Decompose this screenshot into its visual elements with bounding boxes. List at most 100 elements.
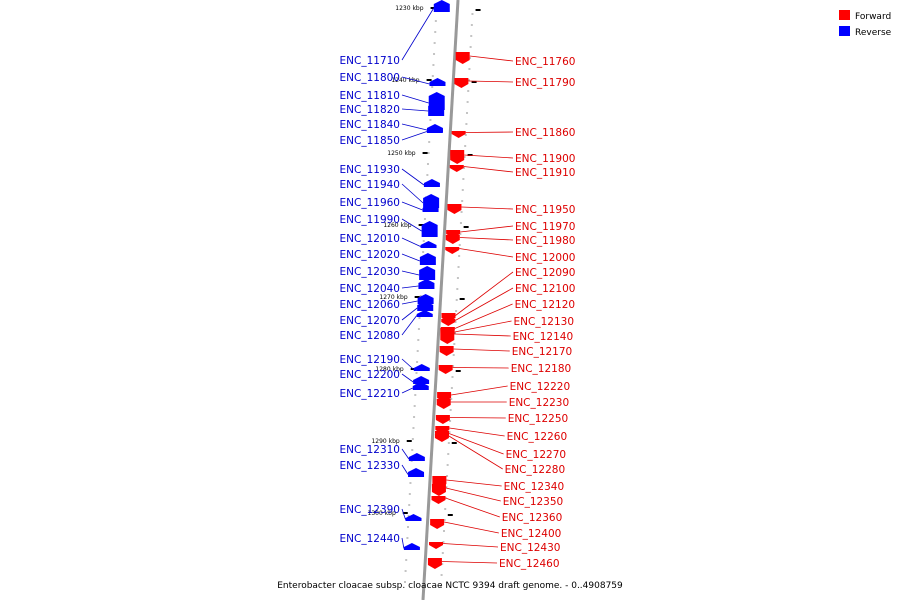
forward-gene-arrow[interactable]	[454, 78, 469, 88]
forward-gene-arrow[interactable]	[449, 165, 464, 172]
reverse-gene-arrow[interactable]	[418, 279, 435, 289]
reverse-gene-leader-line	[401, 307, 418, 321]
reverse-gene-arrow[interactable]	[429, 78, 446, 86]
forward-gene-label[interactable]: ENC_11900	[515, 153, 575, 165]
forward-gene-arrow[interactable]	[451, 131, 466, 138]
reverse-gene-leader-line	[401, 387, 413, 394]
forward-gene-arrow[interactable]	[440, 328, 455, 344]
reverse-gene-leader-line	[401, 358, 415, 370]
reverse-gene-arrow[interactable]	[426, 126, 443, 133]
forward-gene-arrow[interactable]	[441, 319, 456, 326]
forward-gene-label[interactable]: ENC_12270	[506, 449, 566, 461]
reverse-gene-label[interactable]: ENC_12080	[340, 330, 400, 342]
reverse-gene-arrow[interactable]	[417, 301, 434, 311]
forward-gene-label[interactable]: ENC_12400	[501, 528, 561, 540]
reverse-gene-label[interactable]: ENC_11850	[340, 135, 400, 147]
reverse-gene-label[interactable]: ENC_11840	[340, 119, 400, 131]
forward-gene-arrow[interactable]	[445, 235, 460, 244]
forward-gene-label[interactable]: ENC_12130	[514, 316, 574, 328]
reverse-gene-arrow[interactable]	[428, 102, 445, 116]
reverse-gene-label[interactable]: ENC_12060	[340, 299, 400, 311]
forward-gene-label[interactable]: ENC_12230	[509, 397, 569, 409]
reverse-gene-label[interactable]: ENC_12390	[340, 504, 400, 516]
forward-gene-arrow[interactable]	[434, 434, 449, 442]
reverse-gene-label[interactable]: ENC_12330	[340, 460, 400, 472]
forward-gene-label[interactable]: ENC_12250	[508, 413, 568, 425]
forward-gene-label[interactable]: ENC_12350	[503, 496, 563, 508]
reverse-gene-label[interactable]: ENC_12310	[340, 444, 400, 456]
forward-gene-label[interactable]: ENC_11790	[515, 77, 575, 89]
kbp-tick-mark	[414, 296, 420, 298]
reverse-gene-arrow[interactable]	[416, 310, 433, 317]
reverse-gene-arrow[interactable]	[417, 294, 434, 304]
reverse-gene-arrow[interactable]	[405, 514, 422, 521]
forward-gene-label[interactable]: ENC_12340	[504, 481, 564, 493]
reverse-gene-arrow[interactable]	[408, 468, 425, 477]
reverse-gene-label[interactable]: ENC_11820	[340, 104, 400, 116]
reverse-gene-label[interactable]: ENC_12200	[340, 369, 400, 381]
reverse-gene-label[interactable]: ENC_12210	[340, 388, 400, 400]
reverse-gene-label[interactable]: ENC_12070	[340, 315, 400, 327]
forward-gene-label[interactable]: ENC_11980	[515, 235, 575, 247]
forward-gene-arrow[interactable]	[455, 52, 470, 64]
forward-gene-label[interactable]: ENC_12430	[500, 542, 560, 554]
forward-gene-label[interactable]: ENC_12140	[513, 331, 573, 343]
forward-gene-arrow[interactable]	[427, 558, 442, 569]
forward-gene-label[interactable]: ENC_12000	[515, 252, 575, 264]
reverse-gene-arrow[interactable]	[412, 382, 429, 390]
forward-gene-arrow[interactable]	[431, 484, 446, 496]
forward-gene-label[interactable]: ENC_11910	[515, 167, 575, 179]
reverse-gene-label[interactable]: ENC_11800	[340, 72, 400, 84]
forward-gene-arrow[interactable]	[439, 346, 454, 356]
reverse-gene-arrow[interactable]	[403, 543, 420, 550]
reverse-gene-label[interactable]: ENC_12020	[340, 249, 400, 261]
forward-gene-label[interactable]: ENC_12170	[512, 346, 572, 358]
forward-gene-arrow[interactable]	[429, 542, 444, 549]
forward-gene-arrow[interactable]	[430, 519, 445, 529]
scaffold-layer: 1230 kbp 1240 kbp 1250 kbp 1260 kbp 1270 kbp…	[368, 0, 481, 600]
reverse-gene-label[interactable]: ENC_12190	[340, 354, 400, 366]
forward-gene-label[interactable]: ENC_11950	[515, 204, 575, 216]
reverse-gene-arrow[interactable]	[419, 266, 436, 280]
forward-gene-arrow[interactable]	[436, 399, 451, 409]
reverse-gene-arrow[interactable]	[413, 364, 430, 371]
reverse-gene-arrow[interactable]	[421, 221, 438, 237]
reverse-gene-label[interactable]: ENC_11710	[340, 55, 400, 67]
forward-gene-arrow[interactable]	[438, 365, 453, 374]
forward-gene-label[interactable]: ENC_12280	[505, 464, 565, 476]
reverse-gene-arrow[interactable]	[420, 241, 437, 248]
reverse-gene-label[interactable]: ENC_11940	[340, 179, 400, 191]
forward-gene-arrow[interactable]	[431, 496, 446, 504]
forward-gene-label[interactable]: ENC_12090	[515, 267, 575, 279]
reverse-gene-label[interactable]: ENC_12030	[340, 266, 400, 278]
reverse-gene-label[interactable]: ENC_11960	[340, 197, 400, 209]
reverse-gene-arrow[interactable]	[423, 194, 440, 208]
reverse-gene-arrow[interactable]	[413, 376, 430, 384]
forward-gene-label[interactable]: ENC_12180	[511, 363, 571, 375]
forward-gene-label[interactable]: ENC_12100	[515, 283, 575, 295]
reverse-gene-label[interactable]: ENC_12040	[340, 283, 400, 295]
forward-gene-label[interactable]: ENC_12360	[502, 512, 562, 524]
reverse-gene-arrow[interactable]	[419, 253, 436, 265]
forward-gene-leader-line	[464, 154, 514, 159]
reverse-gene-arrow[interactable]	[433, 0, 450, 12]
reverse-gene-label[interactable]: ENC_11930	[340, 164, 400, 176]
reverse-gene-label[interactable]: ENC_11810	[340, 90, 400, 102]
reverse-gene-label[interactable]: ENC_12440	[340, 533, 400, 545]
forward-gene-label[interactable]: ENC_12120	[515, 299, 575, 311]
reverse-gene-arrow[interactable]	[422, 204, 439, 212]
forward-gene-arrow[interactable]	[435, 415, 450, 424]
reverse-gene-arrow[interactable]	[408, 453, 425, 461]
reverse-gene-arrow[interactable]	[423, 179, 440, 187]
reverse-gene-label[interactable]: ENC_12010	[340, 233, 400, 245]
forward-gene-label[interactable]: ENC_12460	[499, 558, 559, 570]
forward-gene-arrow[interactable]	[445, 247, 460, 254]
forward-gene-arrow[interactable]	[450, 150, 465, 164]
forward-gene-label[interactable]: ENC_11760	[515, 56, 575, 68]
forward-gene-label[interactable]: ENC_11970	[515, 221, 575, 233]
forward-gene-label[interactable]: ENC_12220	[510, 381, 570, 393]
forward-gene-arrow[interactable]	[447, 204, 462, 214]
forward-gene-label[interactable]: ENC_12260	[507, 431, 567, 443]
forward-gene-label[interactable]: ENC_11860	[515, 127, 575, 139]
reverse-gene-label[interactable]: ENC_11990	[340, 214, 400, 226]
